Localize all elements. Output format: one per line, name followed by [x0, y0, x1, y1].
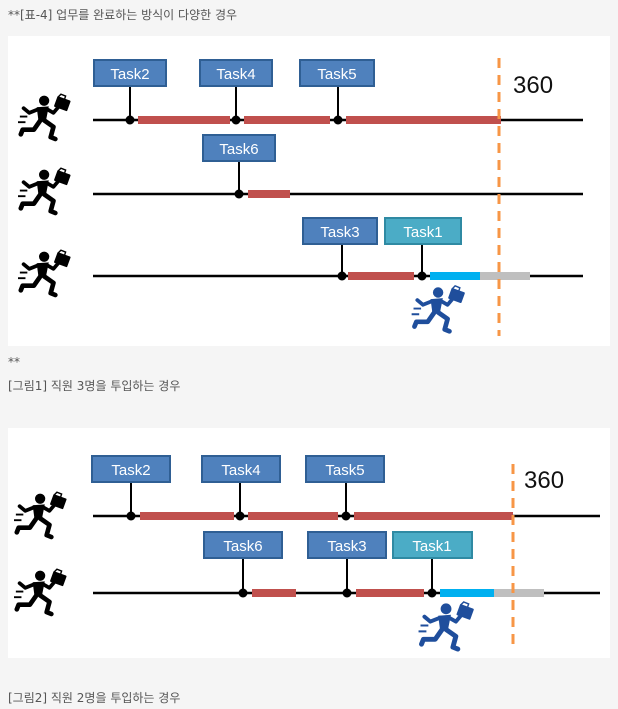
svg-text:Task4: Task4 — [216, 66, 255, 83]
deadline-label: 360 — [513, 72, 553, 99]
svg-text:Task5: Task5 — [317, 66, 356, 83]
start-dot — [235, 511, 245, 521]
figure1-diagram: Task2 Task4 Task5 Task6 Task3 Task1 360 — [8, 58, 583, 336]
figure1-caption: [그림1] 직원 3명을 투입하는 경우 — [8, 379, 181, 393]
task-box-task1: Task1 — [392, 531, 473, 559]
svg-text:Task1: Task1 — [403, 224, 442, 241]
start-dot — [427, 588, 437, 598]
task-box-task3: Task3 — [302, 217, 378, 245]
start-dot — [333, 115, 343, 125]
start-dot — [337, 271, 347, 281]
svg-text:Task2: Task2 — [111, 462, 150, 479]
svg-text:Task4: Task4 — [221, 462, 260, 479]
running-worker-blue-icon — [419, 602, 475, 649]
start-dot — [238, 588, 248, 598]
task-box-task6: Task6 — [202, 134, 276, 162]
task-box-task5: Task5 — [305, 455, 385, 483]
start-dot — [342, 588, 352, 598]
figure2-caption: [그림2] 직원 2명을 투입하는 경우 — [8, 691, 181, 705]
separator-text: ** — [8, 355, 20, 369]
running-worker-icon — [18, 94, 71, 139]
task-box-task2: Task2 — [91, 455, 171, 483]
svg-text:Task3: Task3 — [320, 224, 359, 241]
running-worker-icon — [18, 250, 71, 295]
figure1-panel: Task2 Task4 Task5 Task6 Task3 Task1 360 — [8, 36, 610, 346]
task-box-task6: Task6 — [203, 531, 283, 559]
task-box-task2: Task2 — [93, 59, 167, 87]
running-worker-icon — [14, 492, 67, 537]
figure2-panel: Task2 Task4 Task5 Task6 Task3 Task1 360 — [8, 428, 610, 658]
svg-text:Task3: Task3 — [327, 538, 366, 555]
svg-text:Task5: Task5 — [325, 462, 364, 479]
svg-text:Task1: Task1 — [412, 538, 451, 555]
svg-text:Task6: Task6 — [223, 538, 262, 555]
start-dot — [231, 115, 241, 125]
start-dot — [234, 189, 244, 199]
task-box-task4: Task4 — [199, 59, 273, 87]
svg-text:Task6: Task6 — [219, 141, 258, 158]
task-box-task3: Task3 — [307, 531, 387, 559]
task-box-task5: Task5 — [299, 59, 375, 87]
start-dot — [417, 271, 427, 281]
running-worker-blue-icon — [412, 286, 465, 331]
table-title: **[표-4] 업무를 완료하는 방식이 다양한 경우 — [8, 8, 238, 22]
start-dot — [125, 115, 135, 125]
running-worker-icon — [14, 569, 67, 614]
running-worker-icon — [18, 168, 71, 213]
task-box-task1: Task1 — [384, 217, 462, 245]
svg-text:Task2: Task2 — [110, 66, 149, 83]
start-dot — [341, 511, 351, 521]
start-dot — [126, 511, 136, 521]
task-box-task4: Task4 — [201, 455, 281, 483]
deadline-label: 360 — [524, 467, 564, 494]
figure2-diagram: Task2 Task4 Task5 Task6 Task3 Task1 360 — [8, 455, 600, 658]
